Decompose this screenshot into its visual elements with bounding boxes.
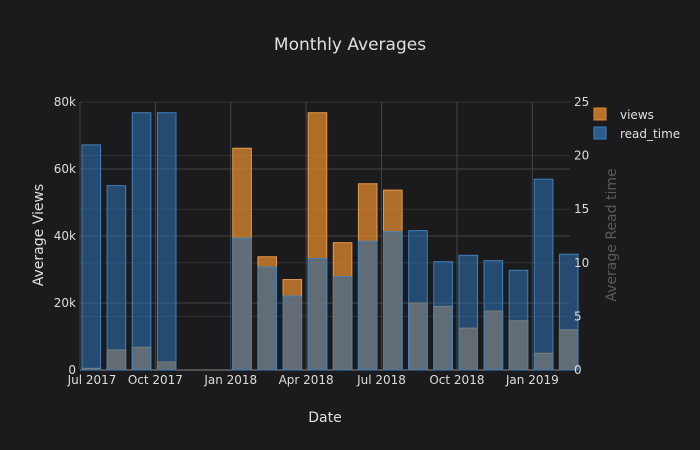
legend-swatch-read-time[interactable] (593, 126, 607, 140)
bar-read-time (558, 253, 579, 371)
bar-read-time (307, 258, 328, 371)
tick-labels: 0 20k 40k 60k 80k 0 5 10 15 20 25 Jul 2017 Oct 2017 J… (54, 95, 590, 387)
bar-read-time (282, 295, 303, 371)
bar-read-time (106, 185, 127, 371)
y-right-tick-label: 25 (574, 95, 589, 109)
x-tick-label: Apr 2018 (279, 373, 334, 387)
legend-label-views[interactable]: views (620, 108, 654, 122)
x-tick-label: Jan 2018 (203, 373, 257, 387)
y-left-tick-label: 80k (54, 95, 76, 109)
bar-read-time (156, 112, 177, 371)
bar-read-time (332, 276, 353, 371)
y-axis-left-label: Average Views (31, 184, 47, 286)
y-right-tick-label: 15 (574, 202, 589, 216)
bar-read-time (433, 261, 453, 371)
y-left-tick-label: 20k (54, 296, 76, 310)
y-left-tick-label: 0 (68, 363, 76, 377)
bar-read-time (533, 178, 554, 371)
bar-read-time (257, 266, 277, 371)
bar-read-time (483, 260, 504, 371)
bar-read-time (408, 230, 428, 371)
x-tick-label: Jan 2019 (505, 373, 559, 387)
bar-read-time (383, 231, 403, 371)
x-tick-label: Oct 2017 (128, 373, 183, 387)
y-axis-right-label: Average Read time (604, 168, 620, 301)
x-tick-label: Jul 2017 (67, 373, 117, 387)
y-right-tick-label: 0 (574, 363, 582, 377)
legend[interactable]: views read_time (593, 107, 680, 141)
y-right-tick-label: 5 (574, 309, 582, 323)
legend-label-read-time[interactable]: read_time (620, 127, 680, 141)
x-tick-label: Jul 2018 (356, 373, 406, 387)
legend-swatch-views[interactable] (593, 107, 607, 121)
y-right-tick-label: 10 (574, 256, 589, 270)
bar-read-time (508, 269, 529, 371)
bars-group (81, 112, 579, 371)
bar-read-time (131, 112, 152, 371)
x-axis-label: Date (308, 410, 341, 426)
x-tick-label: Oct 2018 (429, 373, 484, 387)
y-left-tick-label: 40k (54, 229, 76, 243)
bar-read-time (232, 237, 252, 371)
chart-title: Monthly Averages (274, 35, 426, 55)
bar-read-time (458, 254, 479, 371)
y-left-tick-label: 60k (54, 162, 76, 176)
y-right-tick-label: 20 (574, 149, 589, 163)
bar-read-time (81, 144, 102, 371)
bar-read-time (357, 240, 378, 371)
